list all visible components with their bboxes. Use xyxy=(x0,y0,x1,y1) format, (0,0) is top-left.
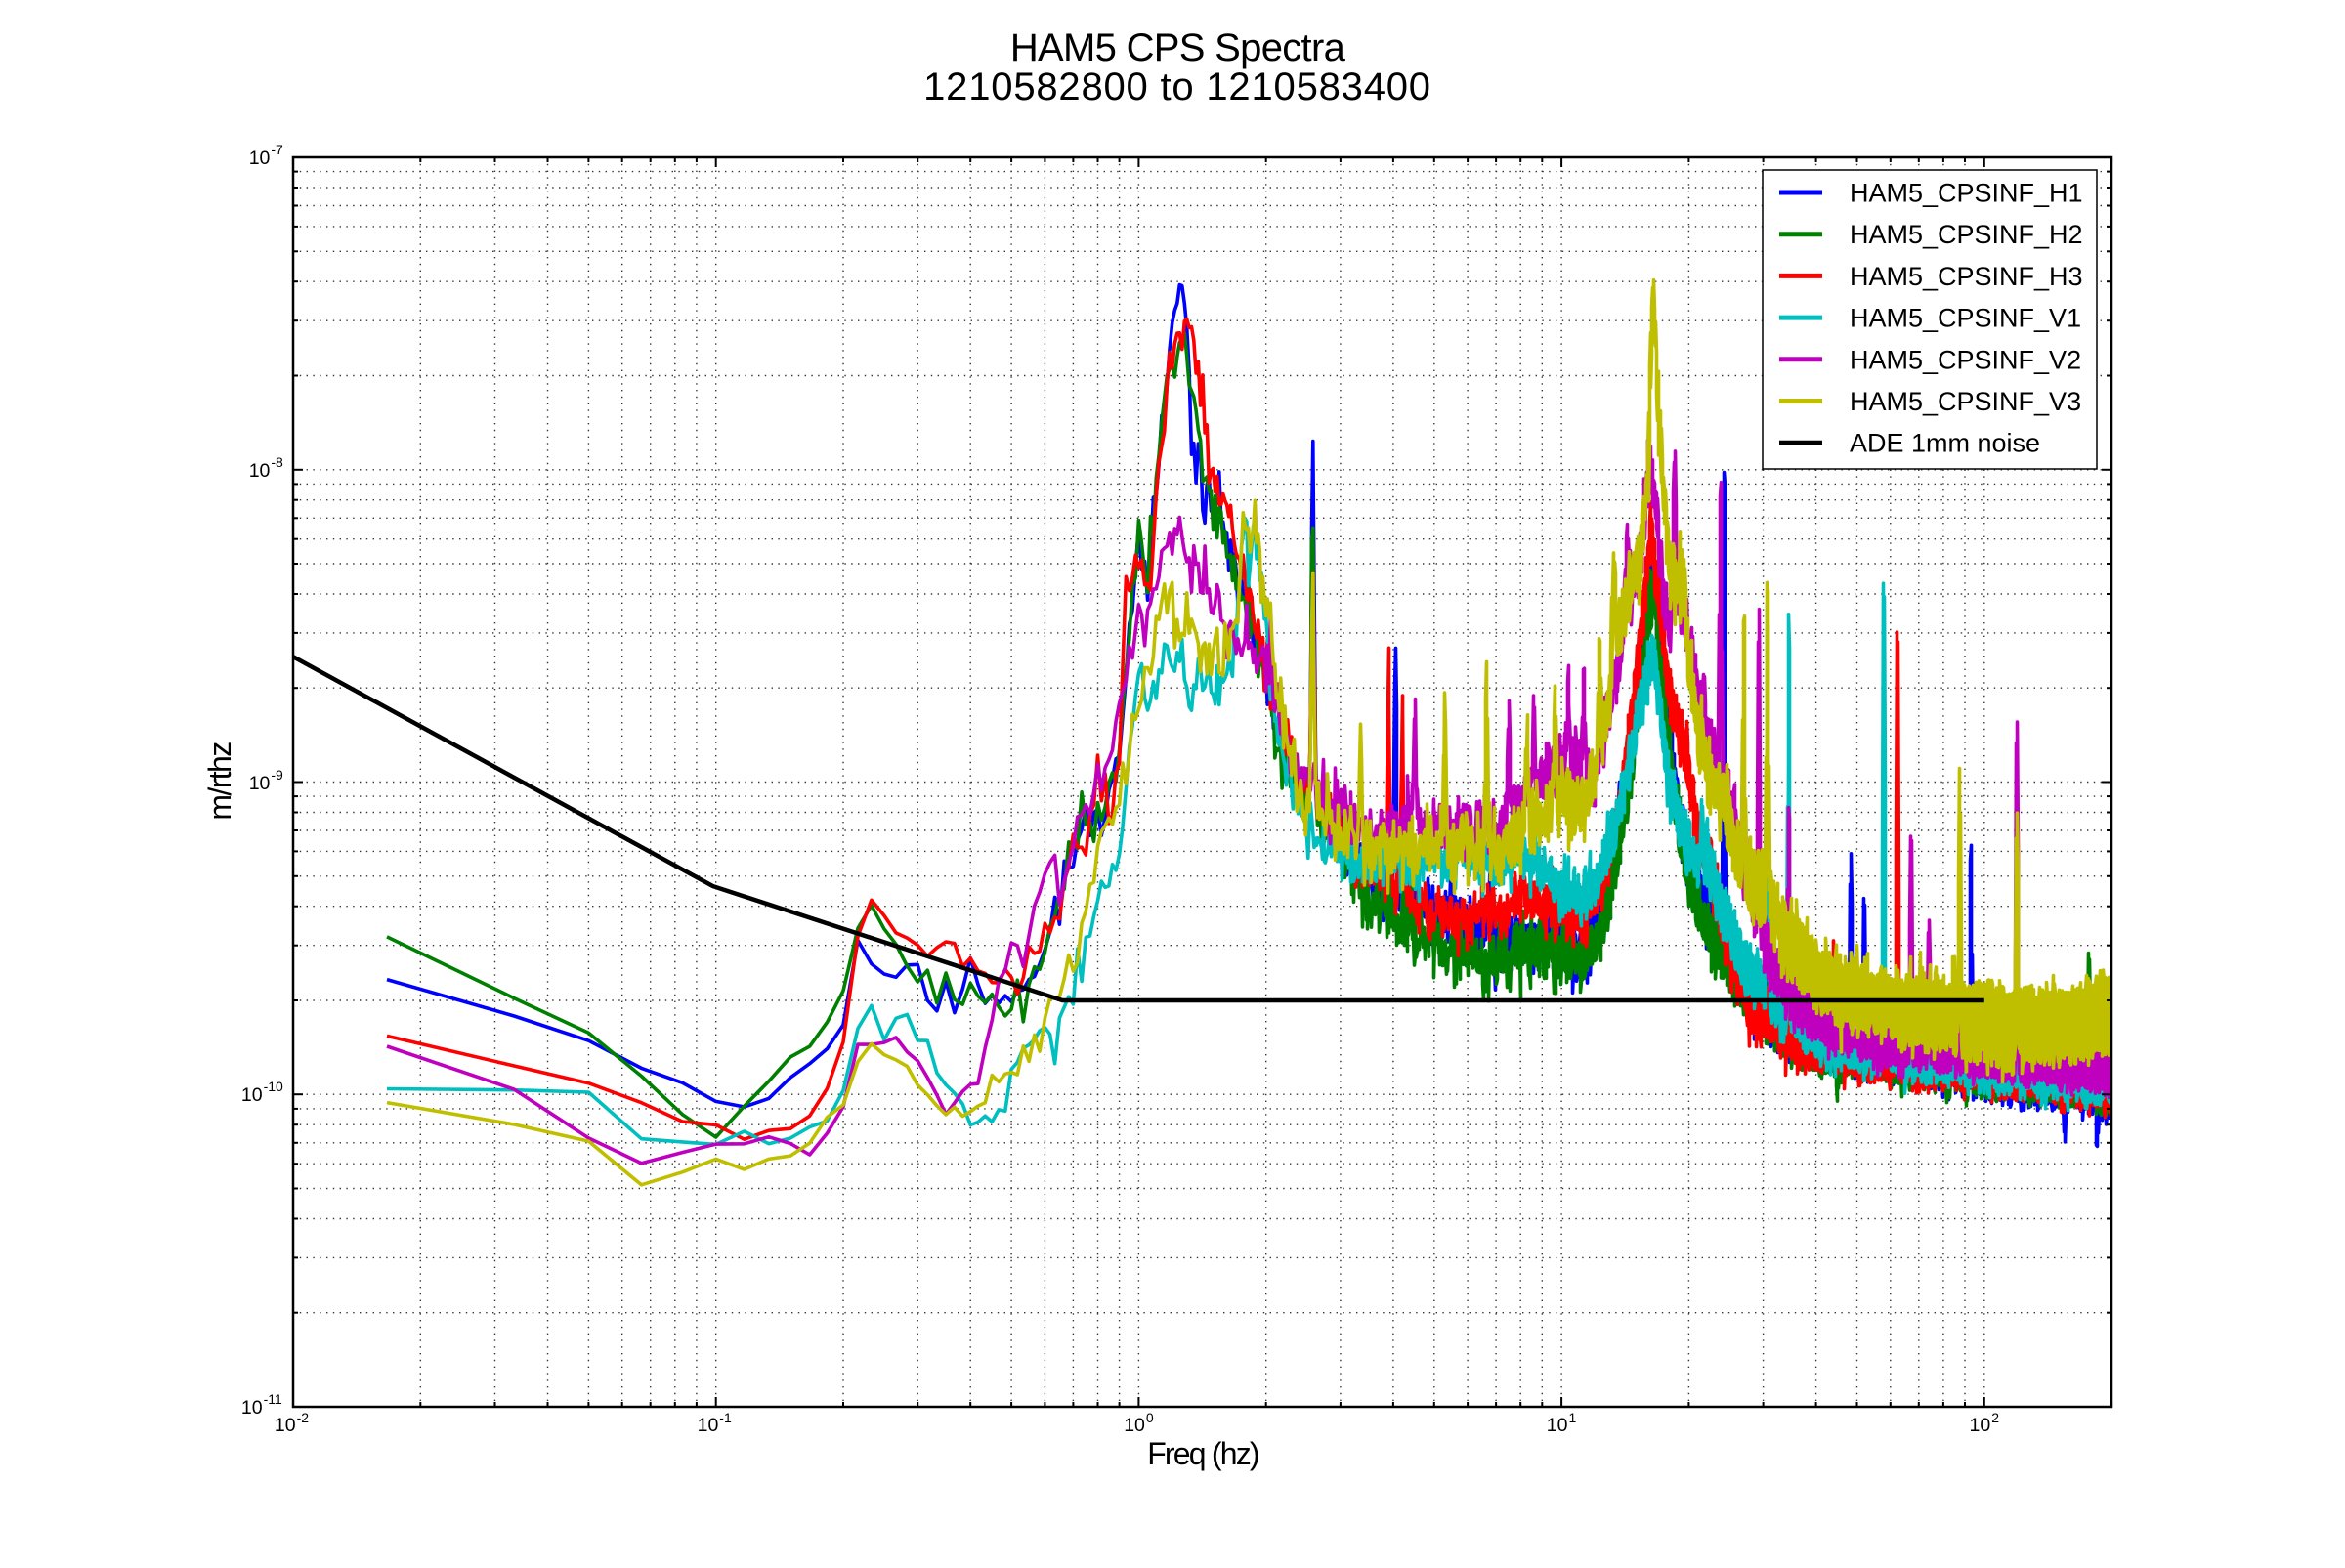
svg-text:1210582800 to 1210583400: 1210582800 to 1210583400 xyxy=(923,65,1431,108)
svg-text:10: 10 xyxy=(249,148,271,169)
svg-text:ADE 1mm noise: ADE 1mm noise xyxy=(1850,429,2040,458)
svg-text:m/rthz: m/rthz xyxy=(202,742,237,821)
svg-text:10: 10 xyxy=(1970,1415,1991,1436)
svg-text:HAM5_CPSINF_H2: HAM5_CPSINF_H2 xyxy=(1850,220,2083,249)
svg-text:10: 10 xyxy=(1124,1415,1145,1436)
svg-text:HAM5 CPS Spectra: HAM5 CPS Spectra xyxy=(1010,26,1346,69)
svg-text:10: 10 xyxy=(1547,1415,1568,1436)
svg-text:-8: -8 xyxy=(271,454,283,470)
svg-text:HAM5_CPSINF_V1: HAM5_CPSINF_V1 xyxy=(1850,304,2081,333)
svg-text:-1: -1 xyxy=(719,1410,732,1425)
svg-text:1: 1 xyxy=(1569,1410,1577,1425)
svg-text:10: 10 xyxy=(249,773,271,794)
svg-text:-2: -2 xyxy=(297,1410,310,1425)
svg-text:10: 10 xyxy=(241,1397,263,1419)
svg-text:2: 2 xyxy=(1991,1410,1999,1425)
svg-text:10: 10 xyxy=(249,460,271,482)
svg-text:10: 10 xyxy=(275,1415,296,1436)
svg-text:10: 10 xyxy=(698,1415,719,1436)
svg-text:HAM5_CPSINF_V2: HAM5_CPSINF_V2 xyxy=(1850,345,2081,374)
svg-text:-7: -7 xyxy=(271,142,283,157)
svg-text:HAM5_CPSINF_H3: HAM5_CPSINF_H3 xyxy=(1850,262,2083,291)
svg-text:10: 10 xyxy=(241,1084,263,1106)
svg-text:-11: -11 xyxy=(264,1391,282,1407)
svg-text:Freq (hz): Freq (hz) xyxy=(1147,1436,1258,1471)
svg-text:HAM5_CPSINF_V3: HAM5_CPSINF_V3 xyxy=(1850,387,2081,416)
svg-text:0: 0 xyxy=(1146,1410,1154,1425)
svg-text:HAM5_CPSINF_H1: HAM5_CPSINF_H1 xyxy=(1850,179,2083,208)
svg-text:-10: -10 xyxy=(264,1079,283,1094)
svg-text:-9: -9 xyxy=(271,767,283,783)
